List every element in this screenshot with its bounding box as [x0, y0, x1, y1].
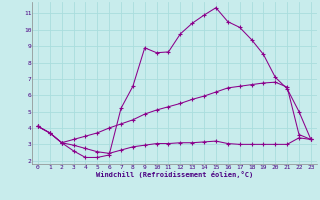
- X-axis label: Windchill (Refroidissement éolien,°C): Windchill (Refroidissement éolien,°C): [96, 171, 253, 178]
